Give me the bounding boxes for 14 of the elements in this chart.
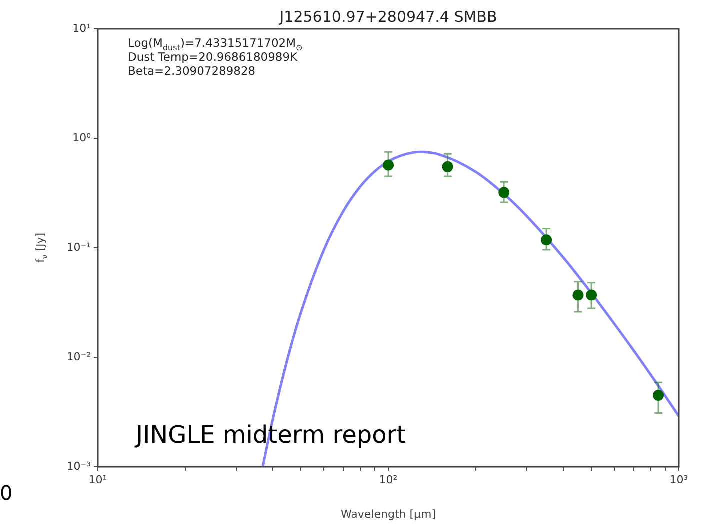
y-tick-label: 10⁻¹ (66, 240, 91, 254)
x-tick-label: 10³ (670, 473, 688, 486)
annotation: JINGLE midterm report (134, 421, 406, 449)
y-tick-label: 10⁻² (66, 350, 91, 364)
annotation: Beta=2.30907289828 (128, 64, 256, 78)
text: 0 (0, 481, 13, 505)
y-tick-label: 10⁰ (72, 131, 92, 144)
annotation: Dust Temp=20.9686180989K (128, 50, 298, 64)
y-tick-label: 10⁻³ (66, 460, 91, 473)
chart-title: J125610.97+280947.4 SMBB (278, 8, 498, 26)
x-tick-label: 10¹ (88, 473, 108, 486)
x-axis-title: Wavelength [μm] (340, 508, 436, 521)
x-tick-label: 10² (379, 473, 398, 486)
y-tick-label: 10¹ (72, 22, 91, 35)
